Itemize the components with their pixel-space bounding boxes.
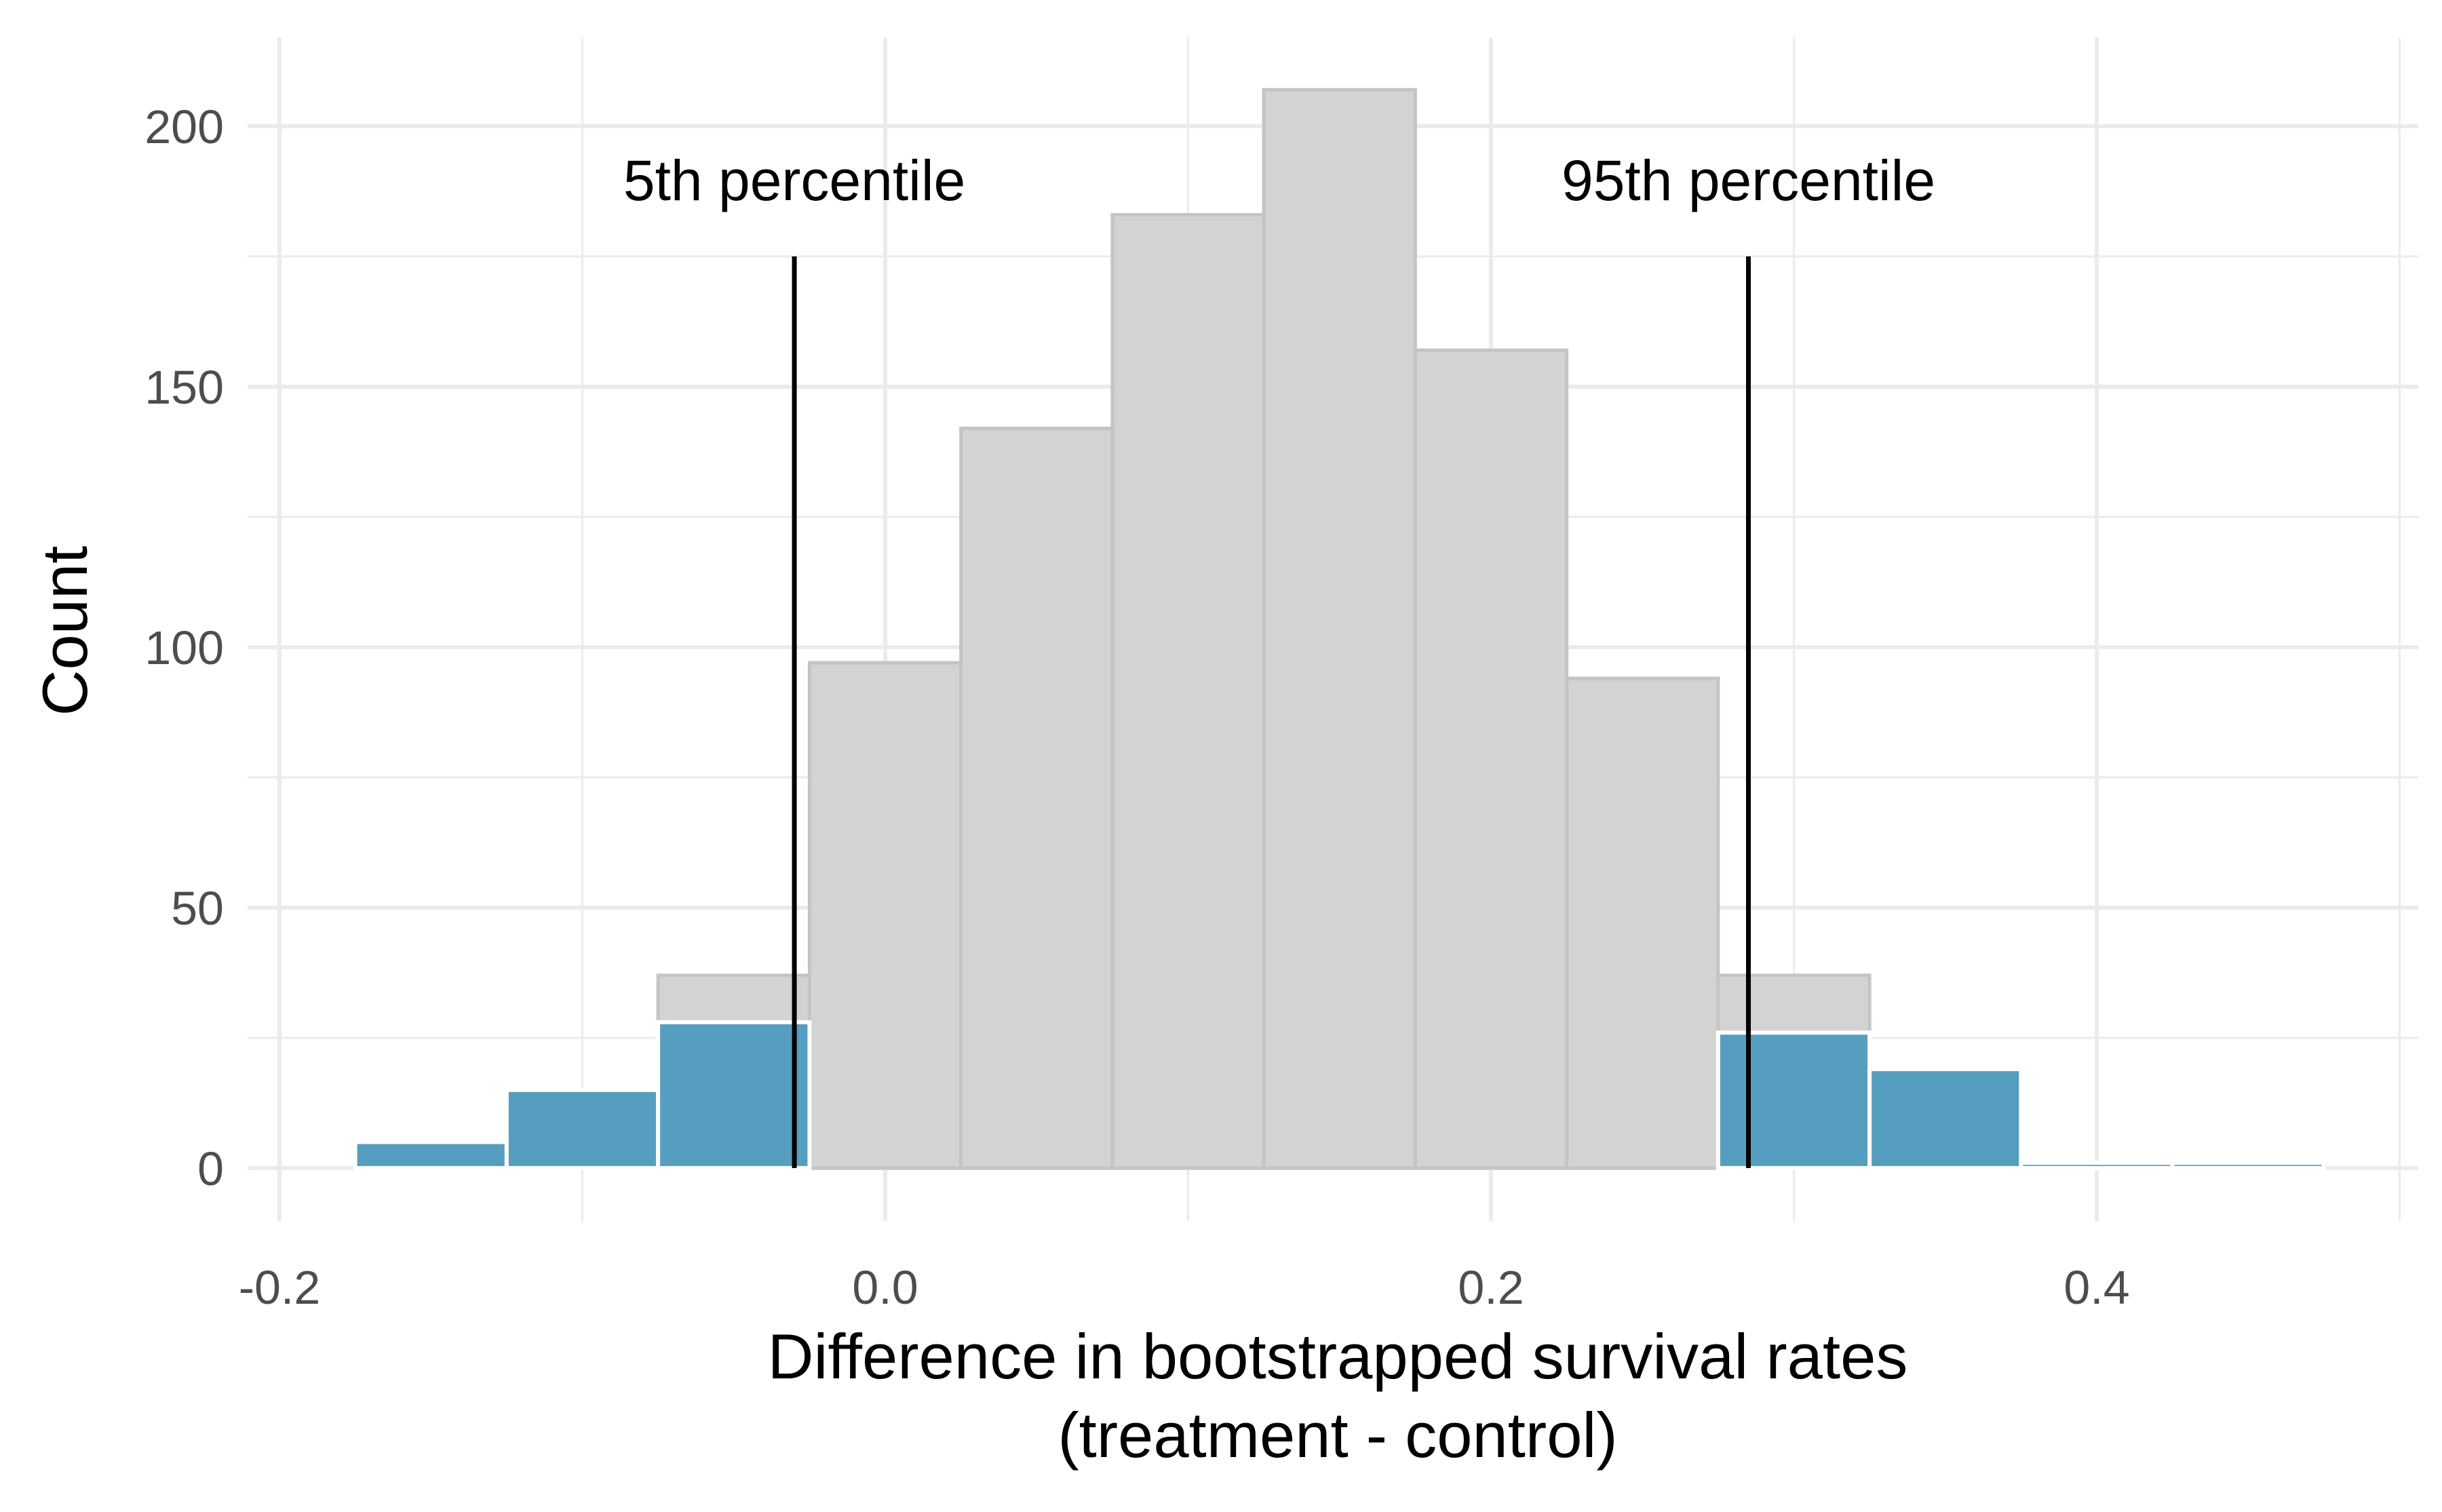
percentile-labels: 5th percentile 95th percentile — [623, 149, 1935, 212]
y-tick-labels: 0 50 100 150 200 — [144, 100, 224, 1195]
y-tick-label: 100 — [144, 621, 224, 674]
gray-bar — [1110, 213, 1266, 1170]
x-tick-label: 0.0 — [852, 1261, 918, 1314]
blue-bar — [504, 1087, 661, 1171]
gray-bars — [656, 88, 1872, 1170]
blue-bar — [1867, 1067, 2023, 1170]
percentile-lines — [792, 256, 1751, 1168]
percentile-label: 95th percentile — [1562, 149, 1935, 212]
y-tick-label: 150 — [144, 361, 224, 414]
x-tick-label: 0.4 — [2063, 1261, 2129, 1314]
gray-bar — [1262, 88, 1417, 1170]
y-axis-title: Count — [29, 546, 100, 716]
blue-bar — [353, 1140, 509, 1170]
blue-bars — [353, 1020, 2326, 1171]
x-axis-title-line1: Difference in bootstrapped survival rate… — [768, 1321, 1908, 1392]
gray-bar — [1565, 676, 1720, 1170]
y-tick-label: 0 — [197, 1142, 224, 1195]
x-axis-title-line2: (treatment - control) — [1058, 1399, 1617, 1471]
gray-bar — [959, 426, 1115, 1170]
y-tick-label: 200 — [144, 100, 224, 153]
blue-bar — [2170, 1161, 2326, 1170]
y-tick-label: 50 — [171, 882, 224, 935]
blue-bar — [656, 1020, 812, 1170]
x-tick-label: -0.2 — [239, 1261, 321, 1314]
x-tick-label: 0.2 — [1458, 1261, 1524, 1314]
blue-bar — [2019, 1161, 2175, 1170]
x-tick-labels: -0.2 0.0 0.2 0.4 — [239, 1261, 2130, 1314]
gray-bar — [807, 661, 963, 1170]
blue-bar — [1716, 1030, 1872, 1170]
percentile-label: 5th percentile — [623, 149, 965, 212]
gray-bar — [1413, 348, 1569, 1170]
